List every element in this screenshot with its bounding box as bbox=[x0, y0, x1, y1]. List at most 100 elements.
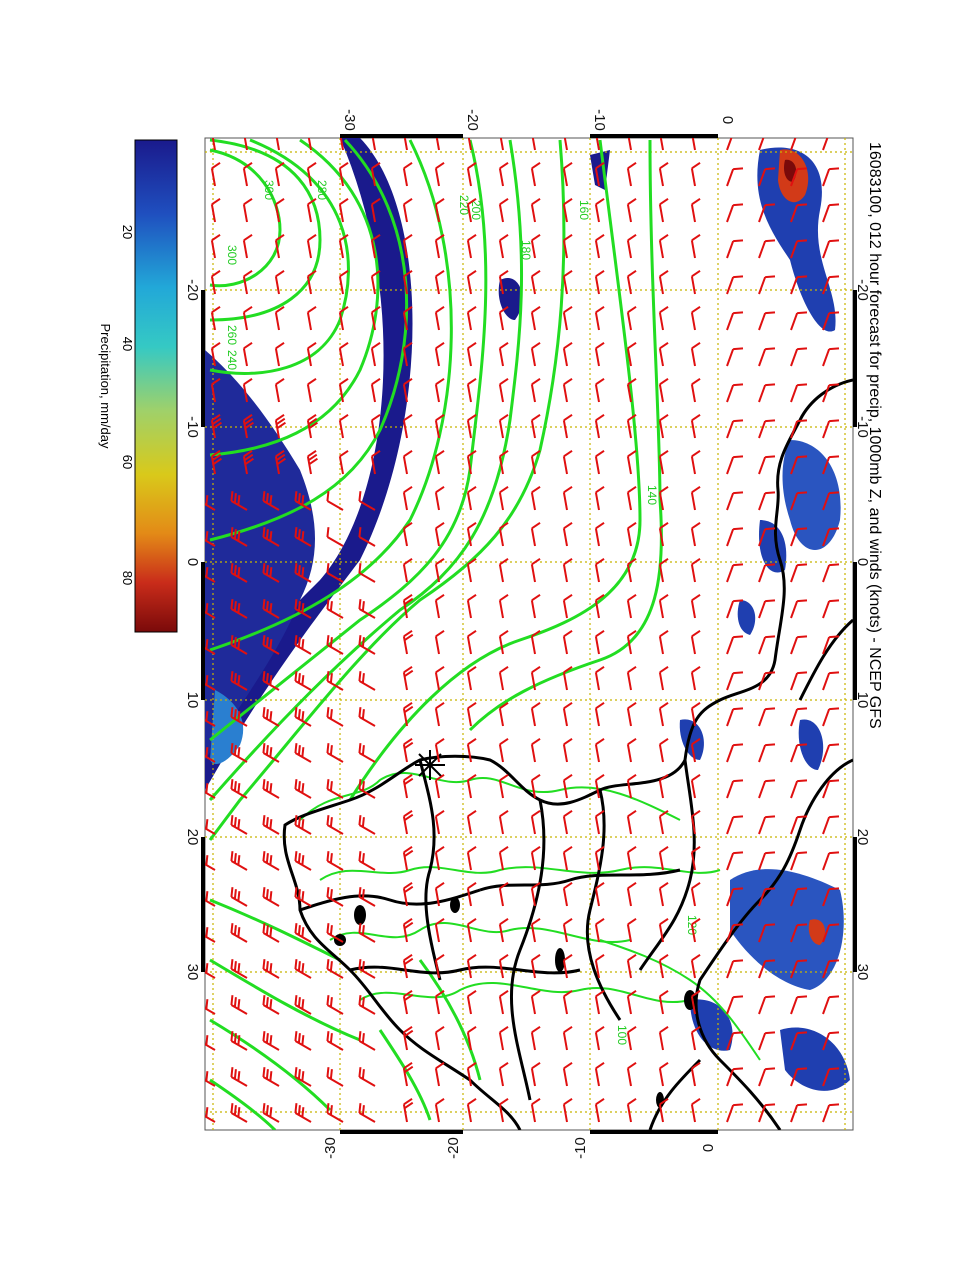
wind-barb bbox=[294, 851, 312, 871]
wind-barb bbox=[466, 377, 477, 403]
wind-barb bbox=[294, 527, 312, 547]
wind-barb bbox=[690, 773, 701, 799]
wind-barb bbox=[626, 1097, 637, 1123]
wind-barb bbox=[790, 707, 808, 727]
wind-barb bbox=[562, 881, 573, 907]
wind-barb bbox=[498, 233, 509, 259]
wind-barb bbox=[822, 851, 840, 871]
wind-barb bbox=[626, 413, 637, 439]
wind-barb bbox=[294, 959, 312, 979]
wind-barb bbox=[562, 233, 573, 259]
longitude-ticks-left: -20 -10 0 10 20 30 bbox=[184, 279, 201, 980]
wind-barb bbox=[205, 1035, 216, 1051]
wind-barb bbox=[562, 557, 573, 583]
wind-barb bbox=[690, 917, 701, 943]
colorbar-tick-80: 80 bbox=[120, 571, 135, 585]
wind-barb bbox=[726, 455, 744, 475]
wind-barb bbox=[306, 413, 318, 439]
wind-barb bbox=[658, 449, 669, 475]
wind-barb bbox=[790, 1067, 808, 1087]
wind-barb bbox=[210, 341, 221, 367]
wind-barb bbox=[562, 413, 573, 439]
wind-barb bbox=[690, 377, 701, 403]
wind-barb bbox=[626, 1061, 637, 1087]
wind-barb bbox=[530, 197, 541, 223]
wind-barb bbox=[498, 1061, 509, 1087]
wind-barb bbox=[326, 851, 344, 871]
wind-barb bbox=[726, 138, 735, 151]
wind-barb bbox=[790, 311, 808, 331]
wind-barb bbox=[626, 521, 637, 547]
wind-barb bbox=[690, 593, 701, 619]
wind-barb bbox=[594, 341, 605, 367]
wind-barb bbox=[338, 305, 349, 331]
latitude-ticks-bottom: -30 -20 -10 0 bbox=[322, 1137, 717, 1159]
wind-barb bbox=[326, 635, 344, 655]
wind-barb bbox=[790, 527, 808, 547]
wind-barb bbox=[230, 1031, 248, 1051]
wind-barb bbox=[402, 989, 414, 1015]
wind-barb bbox=[294, 1031, 312, 1051]
wind-barb bbox=[434, 557, 445, 583]
precip-cell bbox=[690, 999, 733, 1051]
wind-barb bbox=[530, 521, 541, 547]
wind-barb bbox=[230, 815, 248, 835]
wind-barb bbox=[530, 809, 541, 835]
wind-barb bbox=[790, 347, 808, 367]
wind-barb bbox=[230, 1067, 248, 1087]
wind-barb bbox=[530, 557, 541, 583]
map-content: 300 280 300 260 240 220 200 180 160 140 … bbox=[205, 138, 853, 1130]
wind-barb bbox=[205, 603, 216, 619]
wind-barb bbox=[790, 851, 808, 871]
wind-barb bbox=[726, 347, 744, 367]
wind-barb bbox=[758, 455, 776, 475]
colorbar-tick-20: 20 bbox=[120, 225, 135, 239]
wind-barb bbox=[434, 701, 445, 727]
wind-barb bbox=[758, 707, 776, 727]
wind-barb bbox=[562, 197, 573, 223]
wind-barb bbox=[434, 521, 445, 547]
wind-barb bbox=[530, 593, 541, 619]
wind-barb bbox=[326, 1103, 344, 1123]
wind-barb bbox=[690, 1097, 701, 1123]
wind-barb bbox=[790, 599, 808, 619]
wind-barb bbox=[498, 665, 509, 691]
wind-barb bbox=[726, 635, 744, 655]
wind-barb bbox=[562, 1025, 573, 1051]
wind-barb bbox=[370, 449, 381, 475]
wind-barb bbox=[326, 563, 344, 583]
wind-barb bbox=[726, 887, 744, 907]
wind-barb bbox=[402, 233, 413, 259]
wind-barb bbox=[658, 557, 669, 583]
wind-barb bbox=[294, 743, 312, 763]
wind-barb bbox=[294, 995, 312, 1015]
wind-barb bbox=[306, 377, 317, 403]
wind-barb bbox=[402, 449, 413, 475]
wind-barb bbox=[594, 449, 605, 475]
wind-barb bbox=[262, 1103, 280, 1123]
wind-barb bbox=[205, 747, 216, 763]
wind-barb bbox=[370, 233, 381, 259]
wind-barb bbox=[294, 599, 312, 619]
wind-barb bbox=[658, 1025, 669, 1051]
wind-barb bbox=[690, 845, 701, 871]
wind-barb bbox=[690, 269, 701, 295]
precip-central-africa-cluster bbox=[730, 869, 844, 990]
wind-barb bbox=[658, 1061, 669, 1087]
wind-barb bbox=[726, 275, 744, 295]
wind-barb bbox=[294, 1067, 312, 1087]
wind-barb bbox=[358, 635, 376, 655]
wind-barb bbox=[466, 989, 477, 1015]
wind-barb bbox=[338, 377, 349, 403]
wind-barb bbox=[822, 599, 840, 619]
wind-barb bbox=[726, 419, 744, 439]
wind-barb bbox=[274, 233, 285, 259]
wind-barb bbox=[466, 305, 477, 331]
wind-barb bbox=[262, 923, 280, 943]
wind-barb bbox=[358, 707, 376, 727]
lon-tick: 0 bbox=[184, 558, 201, 566]
wind-barb bbox=[790, 671, 808, 691]
precip-north-cluster bbox=[757, 147, 836, 332]
wind-barb bbox=[790, 995, 808, 1015]
wind-barb bbox=[758, 1103, 776, 1123]
